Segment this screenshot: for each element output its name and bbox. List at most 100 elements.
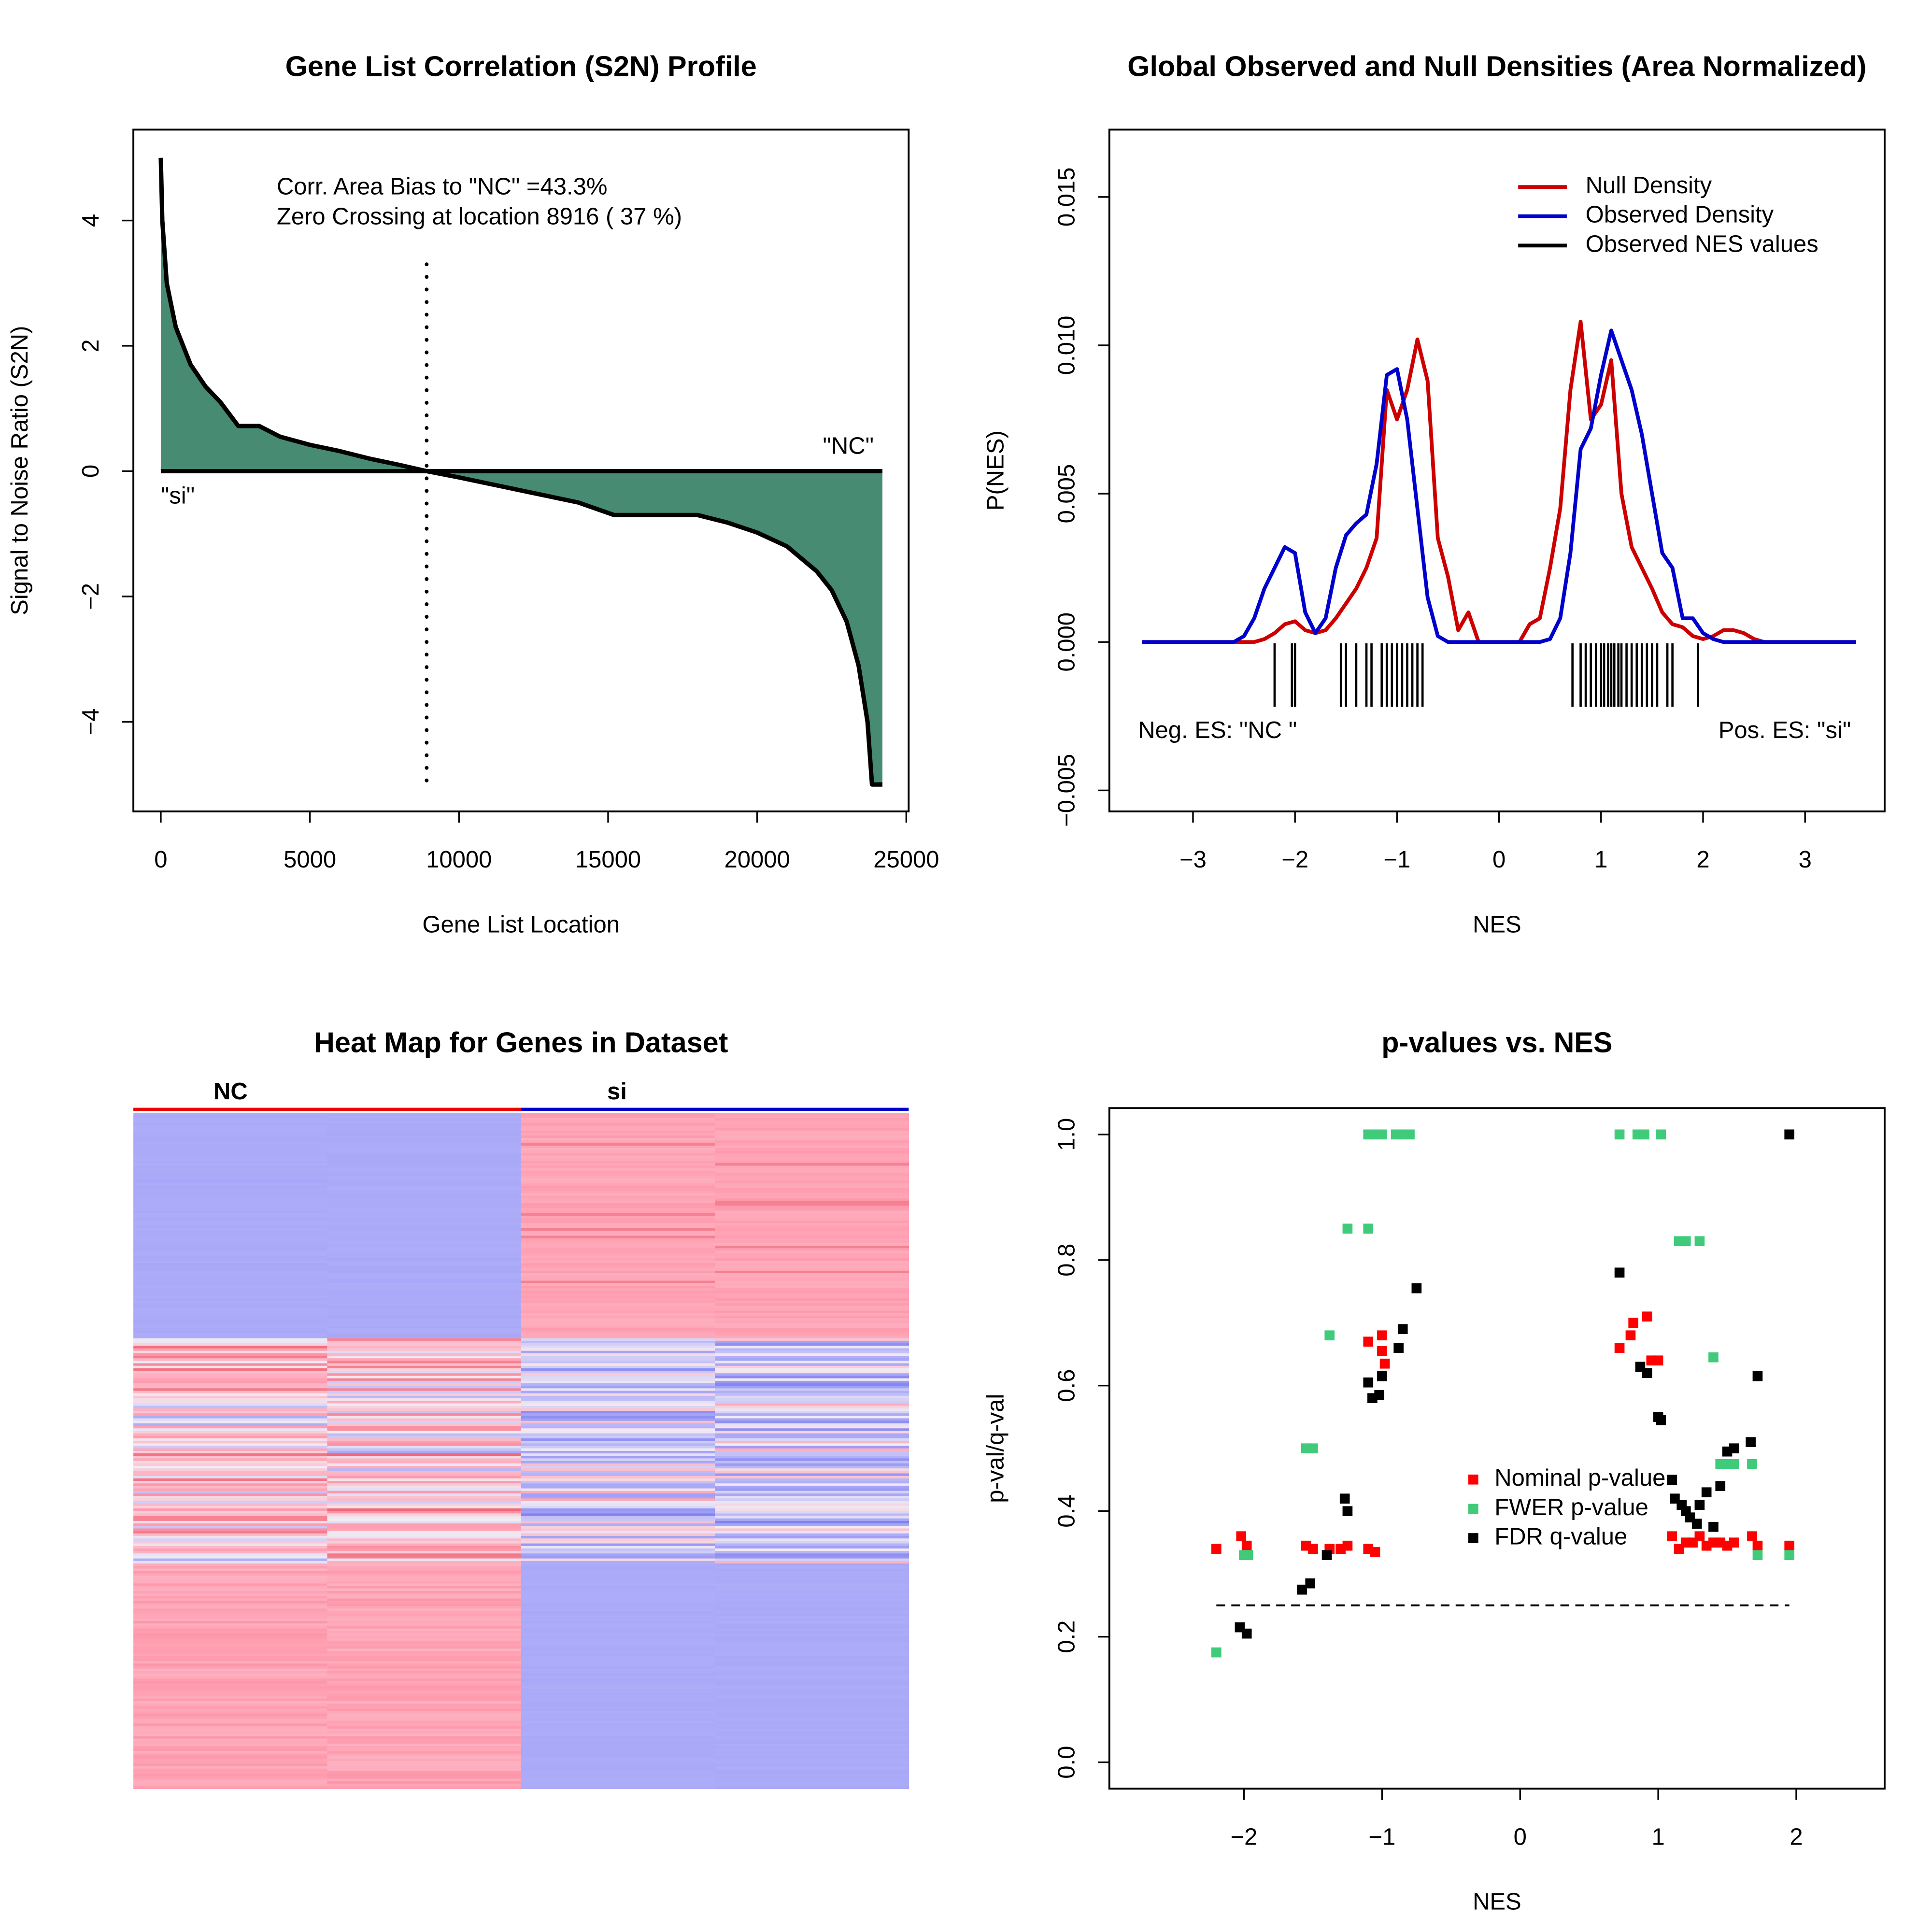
heatmap-cell bbox=[327, 1426, 522, 1429]
heatmap-cell bbox=[133, 1766, 328, 1769]
heatmap-cell bbox=[327, 1513, 522, 1517]
heatmap-cell bbox=[715, 1468, 909, 1472]
heatmap-cell bbox=[521, 1681, 715, 1684]
heatmap-cell bbox=[521, 1298, 715, 1301]
heatmap-cell bbox=[133, 1233, 328, 1236]
heatmap-cell bbox=[327, 1293, 522, 1296]
heatmap-cell bbox=[327, 1786, 522, 1789]
heatmap-cell bbox=[715, 1128, 909, 1131]
heatmap-cell bbox=[715, 1218, 909, 1222]
heatmap-cell bbox=[327, 1321, 522, 1324]
heatmap-cell bbox=[521, 1576, 715, 1579]
heatmap-cell bbox=[715, 1753, 909, 1757]
heatmap-cell bbox=[521, 1170, 715, 1174]
heatmap-cell bbox=[521, 1631, 715, 1634]
heatmap-cell bbox=[327, 1656, 522, 1659]
heatmap-cell bbox=[715, 1353, 909, 1356]
heatmap-cell bbox=[521, 1516, 715, 1519]
heatmap-cell bbox=[133, 1180, 328, 1184]
heatmap-cell bbox=[133, 1155, 328, 1159]
heatmap-cell bbox=[521, 1501, 715, 1504]
point bbox=[1411, 1283, 1422, 1293]
heatmap-cell bbox=[133, 1588, 328, 1591]
heatmap-cell bbox=[327, 1356, 522, 1359]
heatmap-cell bbox=[715, 1418, 909, 1421]
heatmap-cell bbox=[715, 1223, 909, 1226]
heatmap-cell bbox=[327, 1291, 522, 1294]
heatmap-cell bbox=[715, 1481, 909, 1484]
heatmap-cell bbox=[521, 1143, 715, 1146]
heatmap-cell bbox=[715, 1368, 909, 1371]
heatmap-cell bbox=[327, 1358, 522, 1362]
heatmap-cell bbox=[715, 1766, 909, 1769]
heatmap-cell bbox=[715, 1148, 909, 1151]
heatmap-cell bbox=[521, 1713, 715, 1717]
heatmap-cell bbox=[133, 1261, 328, 1264]
heatmap-cell bbox=[521, 1443, 715, 1447]
heatmap-cell bbox=[133, 1613, 328, 1617]
heatmap-cell bbox=[133, 1268, 328, 1271]
heatmap-cell bbox=[521, 1348, 715, 1351]
x-tick-label: −2 bbox=[1281, 847, 1308, 873]
heatmap-cell bbox=[715, 1696, 909, 1699]
point bbox=[1656, 1415, 1666, 1425]
heatmap-cell bbox=[133, 1583, 328, 1587]
heatmap-cell bbox=[327, 1548, 522, 1551]
point bbox=[1642, 1368, 1652, 1378]
point bbox=[1784, 1550, 1795, 1561]
heatmap-cell bbox=[715, 1626, 909, 1629]
heatmap-cell bbox=[133, 1693, 328, 1697]
heatmap-cell bbox=[715, 1631, 909, 1634]
heatmap-cell bbox=[521, 1401, 715, 1404]
heatmap-cell bbox=[715, 1155, 909, 1159]
heatmap-cell bbox=[327, 1433, 522, 1436]
heatmap-cell bbox=[327, 1288, 522, 1292]
heatmap-cell bbox=[715, 1786, 909, 1789]
heatmap-cell bbox=[521, 1393, 715, 1396]
column-label: NC bbox=[213, 1079, 248, 1105]
heatmap-cell bbox=[327, 1713, 522, 1717]
heatmap-cell bbox=[133, 1453, 328, 1457]
heatmap-cell bbox=[715, 1316, 909, 1319]
heatmap-cell bbox=[327, 1623, 522, 1627]
heatmap-cell bbox=[521, 1706, 715, 1709]
heatmap-cell bbox=[715, 1343, 909, 1347]
heatmap-cell bbox=[521, 1581, 715, 1584]
heatmap-cell bbox=[521, 1711, 715, 1714]
heatmap-cell bbox=[715, 1573, 909, 1577]
heatmap-cell bbox=[521, 1191, 715, 1194]
heatmap-cell bbox=[715, 1591, 909, 1594]
heatmap-cell bbox=[521, 1671, 715, 1674]
heatmap-cell bbox=[521, 1395, 715, 1399]
heatmap-cell bbox=[133, 1350, 328, 1354]
heatmap-cell bbox=[327, 1318, 522, 1321]
heatmap-cell bbox=[521, 1476, 715, 1479]
heatmap-cell bbox=[715, 1393, 909, 1396]
heatmap-cell bbox=[133, 1781, 328, 1784]
heatmap-cell bbox=[327, 1541, 522, 1544]
heatmap-cell bbox=[521, 1518, 715, 1521]
heatmap-cell bbox=[521, 1771, 715, 1774]
heatmap-cell bbox=[715, 1673, 909, 1676]
heatmap-cell bbox=[715, 1538, 909, 1542]
heatmap-cell bbox=[715, 1736, 909, 1739]
heatmap-cell bbox=[715, 1563, 909, 1566]
heatmap-cell bbox=[521, 1493, 715, 1496]
heatmap-cell bbox=[133, 1188, 328, 1191]
heatmap-cell bbox=[133, 1558, 328, 1562]
point bbox=[1701, 1487, 1712, 1498]
heatmap-cell bbox=[327, 1628, 522, 1632]
heatmap-cell bbox=[715, 1388, 909, 1392]
heatmap-cell bbox=[327, 1668, 522, 1672]
heatmap-cell bbox=[521, 1743, 715, 1747]
heatmap-cell bbox=[133, 1308, 328, 1311]
y-tick-label: 0.8 bbox=[1054, 1244, 1080, 1277]
heatmap-cell bbox=[521, 1223, 715, 1226]
heatmap-cell bbox=[133, 1113, 328, 1116]
heatmap-cell bbox=[327, 1138, 522, 1141]
heatmap-cell bbox=[327, 1465, 522, 1469]
heatmap-cell bbox=[521, 1450, 715, 1454]
heatmap-cell bbox=[327, 1733, 522, 1737]
heatmap-cell bbox=[133, 1471, 328, 1474]
heatmap-cell bbox=[327, 1506, 522, 1509]
